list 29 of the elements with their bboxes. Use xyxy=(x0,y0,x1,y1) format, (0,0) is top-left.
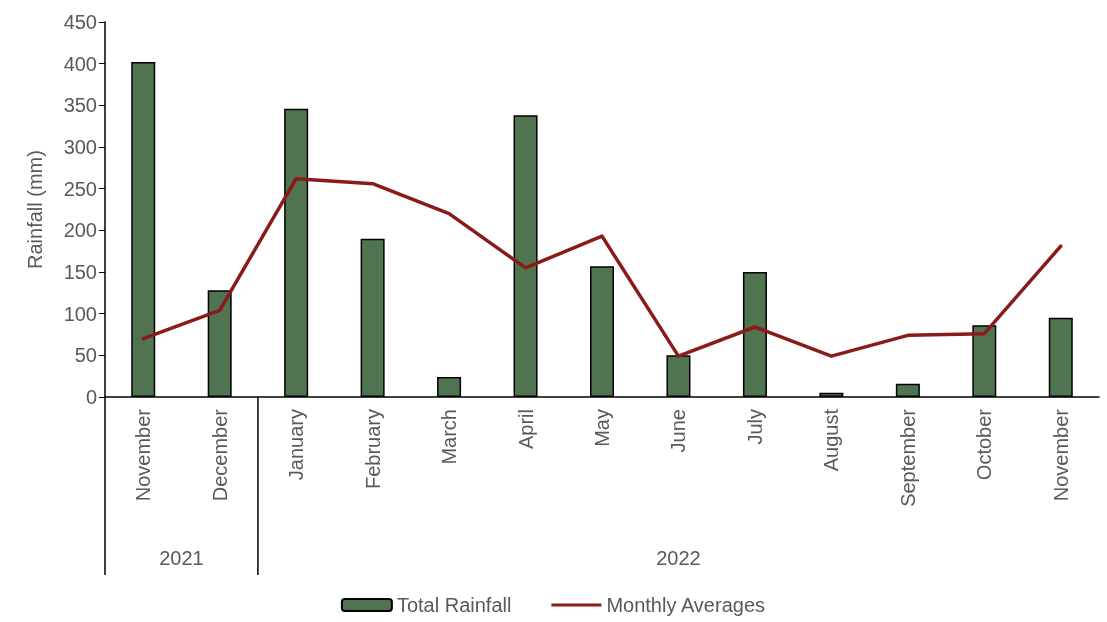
x-tick-label: December xyxy=(208,408,231,502)
line-series xyxy=(141,176,1063,358)
legend-label: Monthly Averages xyxy=(606,594,766,616)
x-tick-label: August xyxy=(820,408,843,472)
x-tick-label: September xyxy=(896,408,919,507)
y-tick-label: 250 xyxy=(63,177,97,200)
text: 2021 xyxy=(159,547,204,569)
x-tick-label: January xyxy=(285,409,308,481)
y-tick-label: 150 xyxy=(63,261,97,283)
x-tick-label: February xyxy=(361,409,384,490)
x-tick-label: April xyxy=(514,409,537,450)
x-tick-label: October xyxy=(973,408,996,481)
y-tick-label: 200 xyxy=(63,219,97,242)
x-tick-label: November xyxy=(132,408,155,502)
y-tick-label: 300 xyxy=(63,136,97,158)
x-tick-label: June xyxy=(667,409,690,453)
y-tick-label: 50 xyxy=(74,344,97,367)
x-tick-label: May xyxy=(591,409,613,447)
y-tick-label: 400 xyxy=(63,52,97,75)
y-tick-label: 350 xyxy=(63,94,97,117)
text: 2022 xyxy=(656,547,701,569)
legend-label: Total Rainfall xyxy=(396,594,512,616)
y-tick-label: 0 xyxy=(85,386,97,408)
x-tick-label: March xyxy=(438,409,461,465)
x-tick-label: July xyxy=(743,409,766,445)
x-tick-label: November xyxy=(1049,408,1072,502)
y-tick-label: 450 xyxy=(63,11,97,33)
y-tick-label: 100 xyxy=(63,302,97,325)
y-axis-title: Rainfall (mm) xyxy=(24,150,46,269)
